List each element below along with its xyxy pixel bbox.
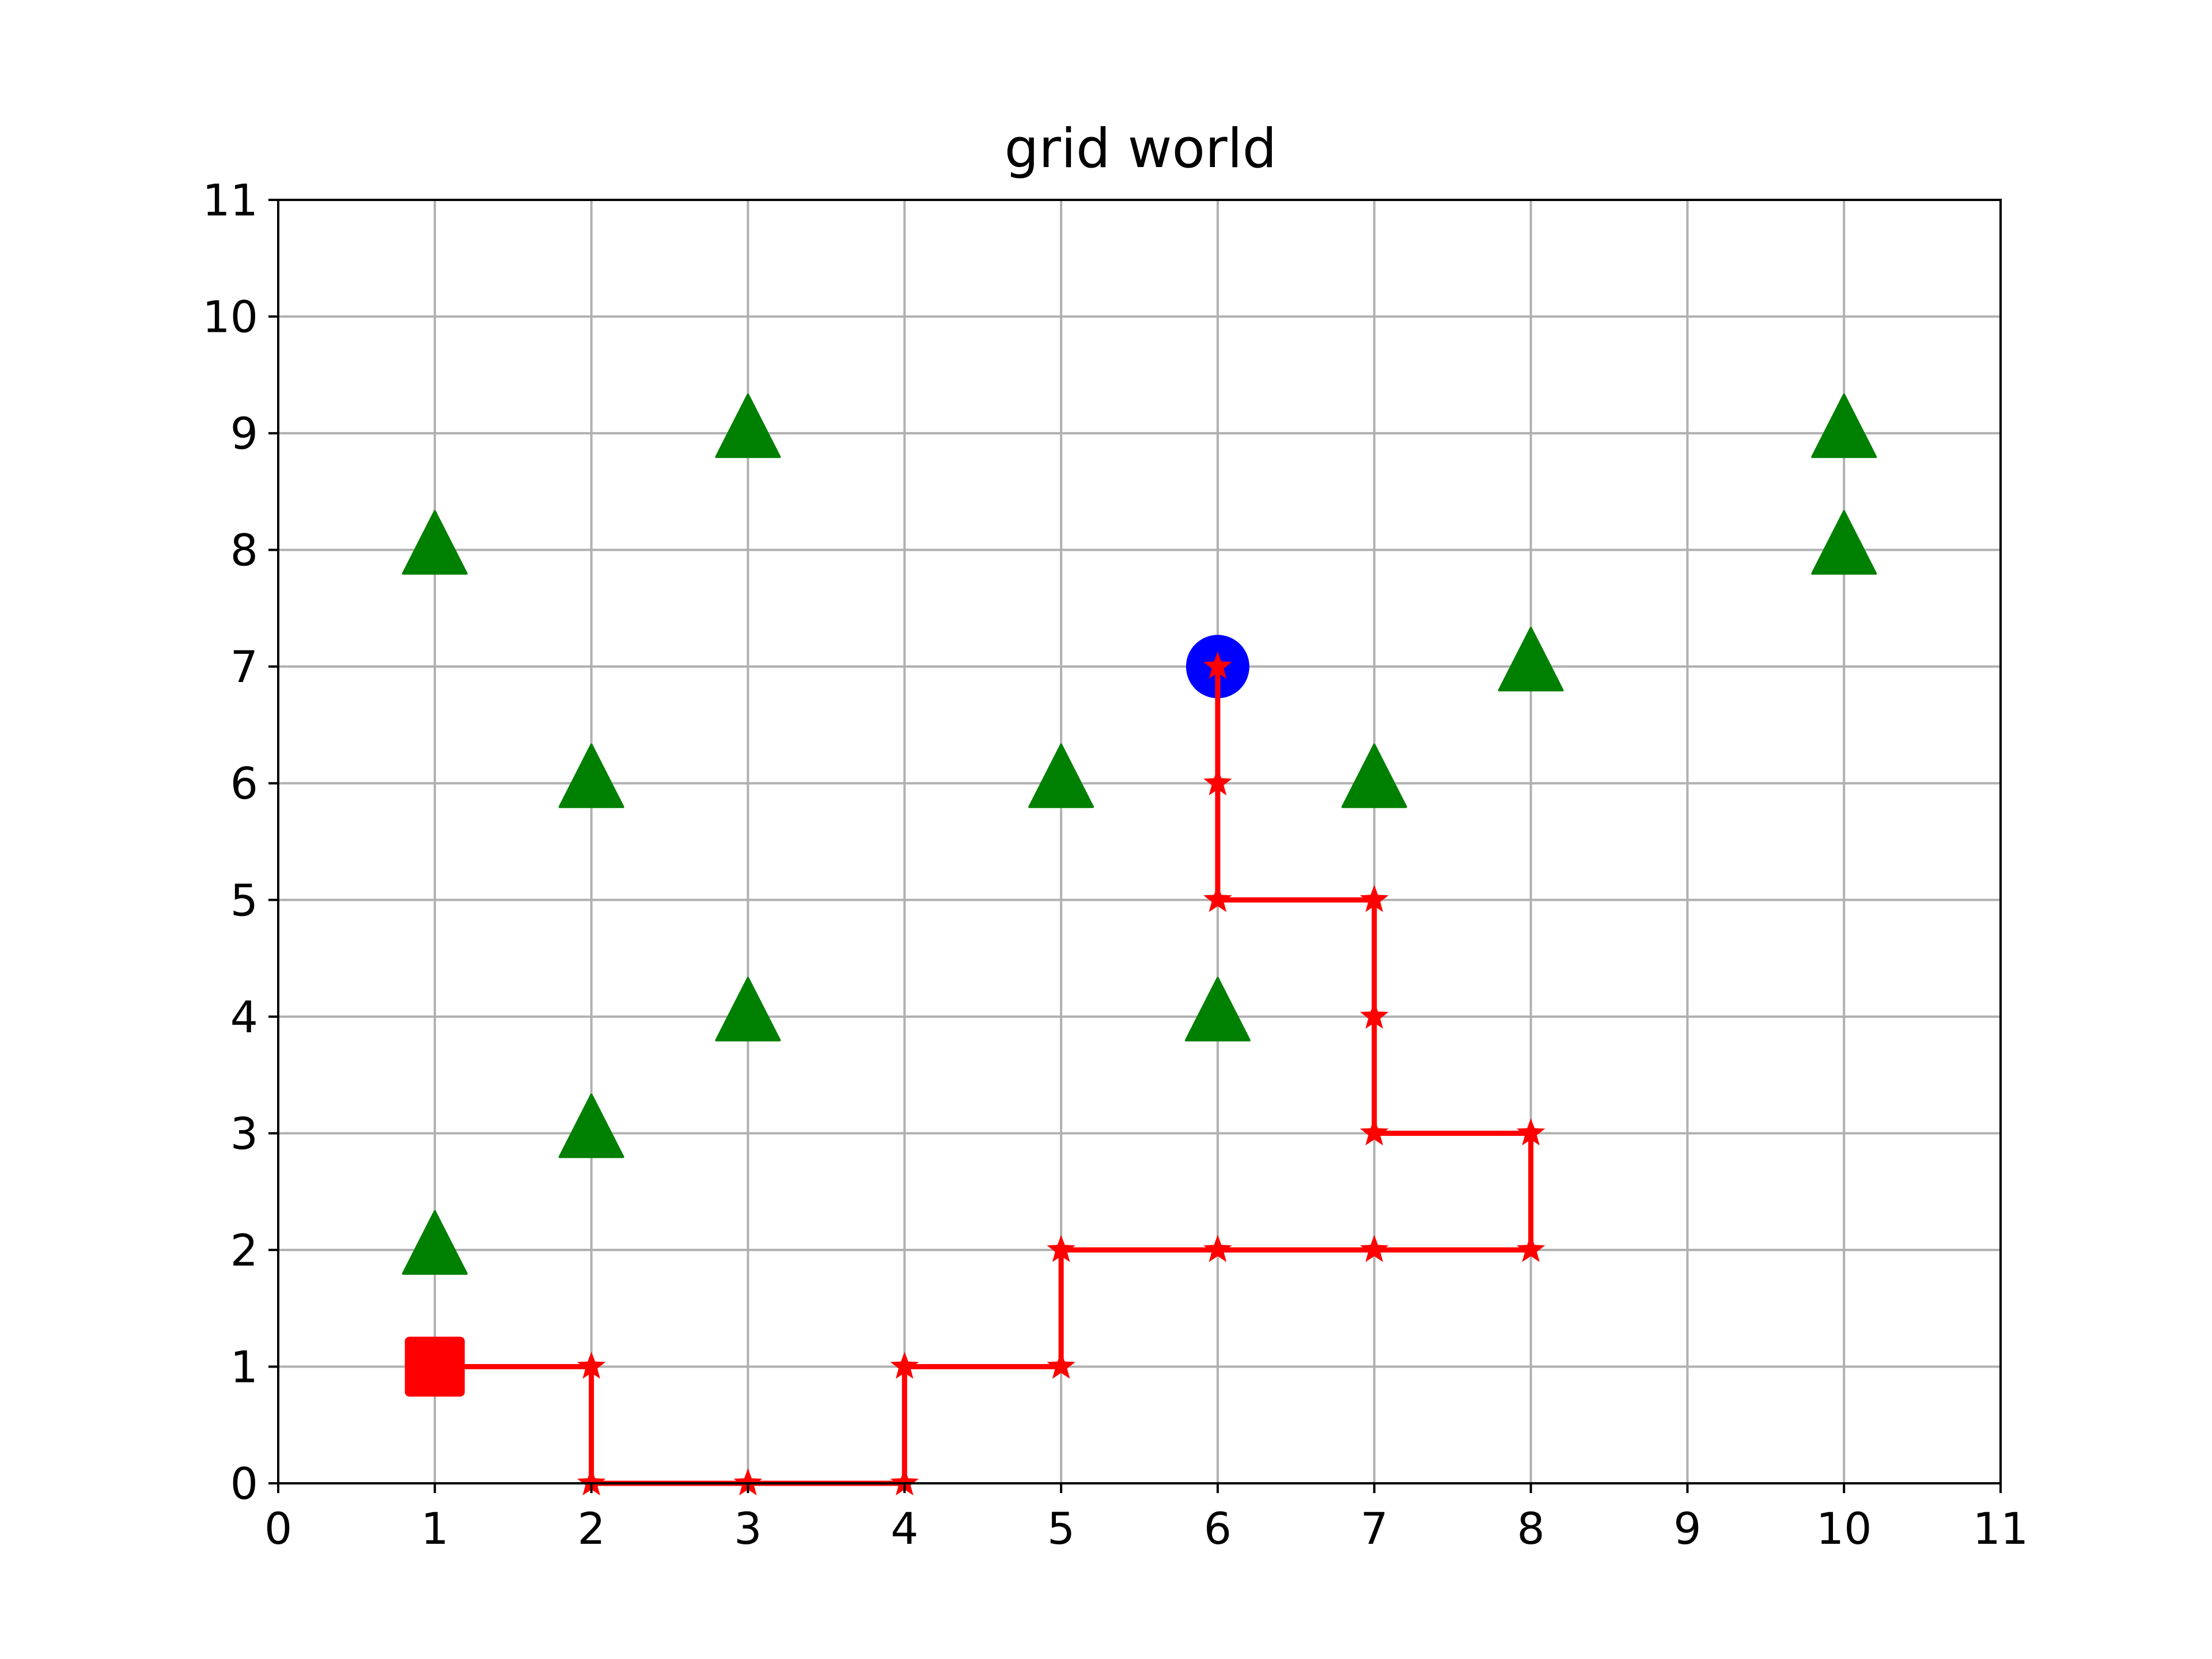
obstacle-triangle-3 [1811, 510, 1877, 575]
obstacle-triangle-4 [1498, 627, 1564, 692]
path-end-star [1203, 652, 1232, 679]
obstacle-triangle-2 [1811, 393, 1877, 459]
obstacle-triangle-7 [1341, 743, 1407, 808]
x-tick-label-1: 1 [421, 1503, 449, 1554]
x-tick-label-2: 2 [577, 1503, 605, 1554]
path-star-point-4 [890, 1468, 919, 1495]
path-star-point-13 [1360, 1001, 1389, 1029]
x-tick-label-5: 5 [1047, 1503, 1075, 1554]
chart-title: grid world [1005, 118, 1277, 180]
obstacle-triangle-1 [715, 393, 781, 459]
y-tick-label-2: 2 [230, 1225, 258, 1276]
path-star-point-7 [1047, 1234, 1075, 1262]
path-star-point-5 [890, 1351, 919, 1379]
path-star-point-6 [1047, 1351, 1075, 1379]
x-tick-label-9: 9 [1673, 1503, 1701, 1554]
x-tick-label-10: 10 [1816, 1503, 1872, 1554]
y-tick-label-8: 8 [230, 525, 258, 576]
x-tick-label-7: 7 [1361, 1503, 1388, 1554]
y-tick-label-3: 3 [230, 1108, 258, 1159]
y-tick-label-7: 7 [230, 641, 258, 692]
obstacle-triangle-6 [1028, 743, 1094, 808]
y-tick-label-4: 4 [230, 991, 258, 1043]
path-star-point-2 [577, 1468, 606, 1495]
y-tick-label-9: 9 [230, 408, 258, 459]
y-tick-label-5: 5 [230, 874, 258, 926]
obstacle-triangle-8 [715, 976, 781, 1041]
obstacle-triangle-10 [558, 1093, 624, 1158]
path-star-point-16 [1203, 768, 1232, 796]
x-tick-label-4: 4 [891, 1503, 918, 1554]
path-star-point-14 [1360, 885, 1389, 912]
path-star-point-1 [577, 1351, 606, 1379]
y-tick-label-10: 10 [202, 291, 258, 343]
x-tick-label-11: 11 [1973, 1503, 2029, 1554]
x-tick-label-6: 6 [1204, 1503, 1232, 1554]
obstacle-triangle-5 [558, 743, 624, 808]
plot-frame [277, 199, 2002, 1484]
path-star-point-3 [733, 1468, 763, 1495]
x-tick-label-3: 3 [734, 1503, 762, 1554]
y-tick-label-1: 1 [230, 1341, 258, 1392]
path-star-point-12 [1360, 1118, 1389, 1146]
path-star-point-11 [1516, 1118, 1546, 1146]
path-star-point-9 [1360, 1234, 1389, 1262]
path-star-point-15 [1203, 885, 1232, 912]
obstacle-triangle-9 [1184, 976, 1251, 1041]
x-tick-label-0: 0 [264, 1503, 292, 1554]
obstacle-triangle-0 [402, 510, 468, 575]
y-tick-label-11: 11 [202, 175, 258, 226]
axis-ticks: 0 1 2 3 4 5 6 7 8 9 10 11 0 1 2 3 4 5 6 7 8 9 10 11 [202, 175, 2028, 1554]
y-tick-label-0: 0 [230, 1458, 258, 1509]
grid-lines [277, 199, 2002, 1484]
path-star-point-10 [1516, 1234, 1546, 1262]
y-tick-label-6: 6 [230, 758, 258, 809]
obstacle-triangle-11 [402, 1210, 468, 1275]
path-star-point-8 [1203, 1234, 1232, 1262]
x-tick-label-8: 8 [1517, 1503, 1544, 1554]
marker-layer [402, 393, 1877, 1397]
